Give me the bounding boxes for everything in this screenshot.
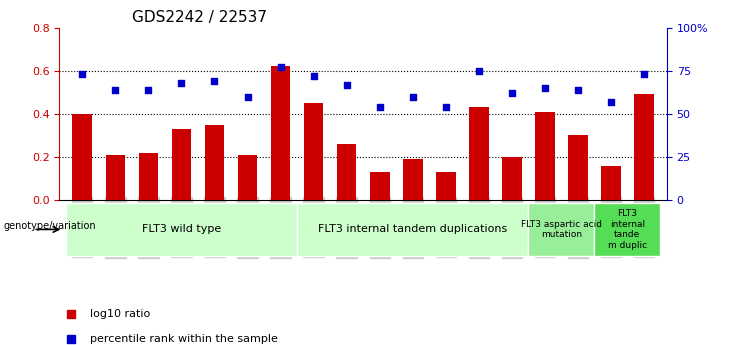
Bar — [172, 129, 191, 200]
Point — [407, 94, 419, 99]
Bar — [205, 125, 225, 200]
Point — [176, 80, 187, 86]
Bar — [336, 144, 356, 200]
Bar — [568, 136, 588, 200]
Bar — [139, 152, 159, 200]
Point — [208, 78, 220, 84]
Bar — [469, 107, 488, 200]
Point — [242, 94, 253, 99]
Bar — [304, 103, 324, 200]
Text: GDS2242 / 22537: GDS2242 / 22537 — [132, 10, 268, 25]
FancyBboxPatch shape — [528, 203, 594, 256]
Bar — [370, 172, 390, 200]
Point — [638, 71, 650, 77]
Text: genotype/variation: genotype/variation — [4, 221, 96, 231]
FancyBboxPatch shape — [66, 203, 297, 256]
Text: FLT3
internal
tande
m duplic: FLT3 internal tande m duplic — [608, 209, 647, 249]
Point — [539, 85, 551, 91]
FancyBboxPatch shape — [594, 203, 660, 256]
FancyBboxPatch shape — [297, 203, 528, 256]
Text: FLT3 internal tandem duplications: FLT3 internal tandem duplications — [318, 225, 508, 234]
Bar — [535, 112, 554, 200]
Point — [572, 87, 584, 92]
Bar — [270, 66, 290, 200]
Text: FLT3 wild type: FLT3 wild type — [142, 225, 221, 234]
Bar — [73, 114, 93, 200]
Bar — [402, 159, 422, 200]
Point — [439, 104, 451, 110]
Text: log10 ratio: log10 ratio — [90, 309, 150, 319]
Bar — [601, 166, 621, 200]
Point — [275, 65, 287, 70]
Point — [373, 104, 385, 110]
Point — [76, 71, 88, 77]
Text: FLT3 aspartic acid
mutation: FLT3 aspartic acid mutation — [521, 220, 602, 239]
Point — [473, 68, 485, 73]
Bar — [502, 157, 522, 200]
Bar — [105, 155, 125, 200]
Point — [142, 87, 154, 92]
Point — [341, 82, 353, 87]
Text: percentile rank within the sample: percentile rank within the sample — [90, 334, 278, 344]
Point — [605, 99, 617, 105]
Point — [110, 87, 122, 92]
Bar — [634, 95, 654, 200]
Point — [308, 73, 319, 79]
Bar — [436, 172, 456, 200]
Point — [506, 90, 518, 96]
Bar — [238, 155, 257, 200]
